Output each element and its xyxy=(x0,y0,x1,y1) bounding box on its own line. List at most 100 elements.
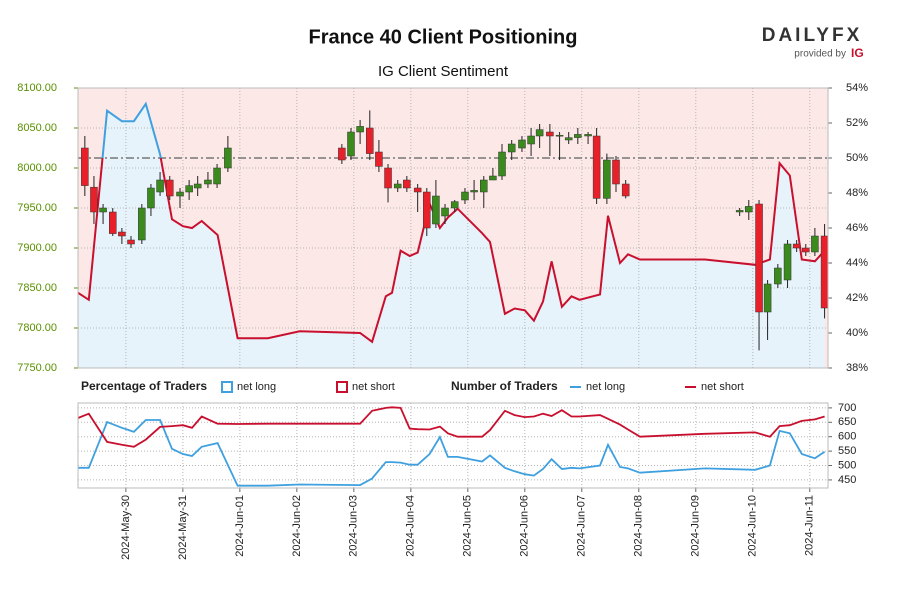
y2-tick-label: 44% xyxy=(846,257,868,269)
candle-body xyxy=(783,243,792,281)
x-tick-label: 2024-Jun-03 xyxy=(348,495,360,557)
candle-body xyxy=(204,179,212,185)
y-tick-label: 450 xyxy=(838,474,856,486)
y-tick-label: 7900.00 xyxy=(17,242,57,254)
candle-body xyxy=(166,179,174,197)
x-tick-label: 2024-Jun-08 xyxy=(633,495,645,557)
candle-body xyxy=(118,231,126,237)
candle-body xyxy=(755,203,763,313)
sentiment-line xyxy=(77,101,826,344)
y-tick-label: 600 xyxy=(838,431,856,443)
candle-body xyxy=(224,147,232,169)
candle-body xyxy=(138,207,146,241)
legend-title: Percentage of Traders xyxy=(81,379,207,393)
legend-swatch xyxy=(221,381,233,393)
candle-body xyxy=(450,201,459,209)
candle-body xyxy=(735,210,744,213)
traders-panel: 2024-May-30 2024-May-31 2024-Jun-01 2024-Ju… xyxy=(77,402,856,560)
x-tick-label: 2024-Jun-04 xyxy=(405,495,417,557)
candle-body xyxy=(535,129,544,137)
candle-body xyxy=(574,134,582,138)
x-tick-label: 2024-Jun-05 xyxy=(462,495,474,557)
y-tick-label: 8000.00 xyxy=(17,162,57,174)
series-line xyxy=(78,419,826,487)
chart-title: France 40 Client Positioning xyxy=(309,26,578,48)
candle-body xyxy=(193,183,202,189)
legend-swatch xyxy=(336,381,348,393)
legend-label: net long xyxy=(586,381,625,393)
candle-body xyxy=(90,186,98,213)
y2-tick-label: 40% xyxy=(846,327,868,339)
price-panel: 7750.00 7800.00 7850.00 7900.00 7950.00 8000.… xyxy=(17,82,868,374)
provided-by: provided by xyxy=(794,49,846,60)
candle-body xyxy=(811,235,819,253)
y2-tick-label: 54% xyxy=(846,82,868,94)
candle-body xyxy=(480,179,488,193)
y-tick-label: 8050.00 xyxy=(17,122,57,134)
candle-body xyxy=(81,147,89,186)
candle-body xyxy=(423,191,431,229)
series-line xyxy=(77,406,825,448)
candle-body xyxy=(185,185,193,193)
candle-body xyxy=(375,151,383,167)
y2-tick-label: 52% xyxy=(846,117,868,129)
legend-title: Number of Traders xyxy=(451,379,558,393)
x-tick-label: 2024-Jun-11 xyxy=(804,495,816,556)
y-tick-label: 650 xyxy=(838,416,856,428)
x-tick-label: 2024-May-31 xyxy=(177,495,189,560)
y2-tick-label: 50% xyxy=(846,152,868,164)
candle-body xyxy=(498,151,506,177)
candle-body xyxy=(555,134,564,137)
legend-label: net short xyxy=(352,381,395,393)
y2-tick-label: 46% xyxy=(846,222,868,234)
candle-body xyxy=(527,135,535,145)
candle-body xyxy=(413,187,422,193)
candle-body xyxy=(489,175,497,181)
candle-body xyxy=(461,191,469,201)
candle-body xyxy=(470,190,478,193)
candle-body xyxy=(820,235,829,309)
candle-body xyxy=(592,135,601,199)
y2-tick-label: 38% xyxy=(846,362,868,374)
x-tick-label: 2024-Jun-09 xyxy=(690,495,702,557)
long-area xyxy=(78,103,825,369)
x-tick-label: 2024-Jun-01 xyxy=(234,495,246,557)
candle-body xyxy=(347,131,355,157)
candle-body xyxy=(99,207,107,213)
y-tick-label: 7950.00 xyxy=(17,202,57,214)
candle-body xyxy=(564,137,573,141)
legend-label: net long xyxy=(237,381,276,393)
chart-subtitle: IG Client Sentiment xyxy=(378,63,509,80)
y-tick-label: 700 xyxy=(838,402,856,414)
plot-frame xyxy=(77,87,829,369)
legend-label: net short xyxy=(701,381,744,393)
y-tick-label: 8100.00 xyxy=(17,82,57,94)
y-tick-label: 7850.00 xyxy=(17,282,57,294)
candle-body xyxy=(621,183,630,197)
candle-body xyxy=(384,167,392,189)
y2-tick-label: 42% xyxy=(846,292,868,304)
x-tick-label: 2024-Jun-07 xyxy=(576,495,588,557)
x-tick-label: 2024-Jun-02 xyxy=(291,495,303,557)
legend: Percentage of Traders net long net short Nu… xyxy=(81,379,744,393)
plot-frame xyxy=(77,402,829,489)
candle-body xyxy=(147,187,155,209)
candle-body xyxy=(763,283,772,313)
candle-body xyxy=(792,243,801,249)
candle-body xyxy=(432,195,440,225)
sponsor-logo: IG xyxy=(851,46,864,60)
candle-body xyxy=(156,179,164,193)
candle-body xyxy=(745,206,753,213)
candle-body xyxy=(612,159,620,185)
candle-body xyxy=(356,126,364,133)
candle-body xyxy=(176,191,184,197)
y-tick-label: 7750.00 xyxy=(17,362,57,374)
candle-body xyxy=(518,139,526,149)
candle-body xyxy=(109,211,117,234)
y-tick-label: 7800.00 xyxy=(17,322,57,334)
candle-body xyxy=(507,143,516,153)
x-tick-label: 2024-May-30 xyxy=(120,495,132,560)
candle-body xyxy=(213,167,221,185)
